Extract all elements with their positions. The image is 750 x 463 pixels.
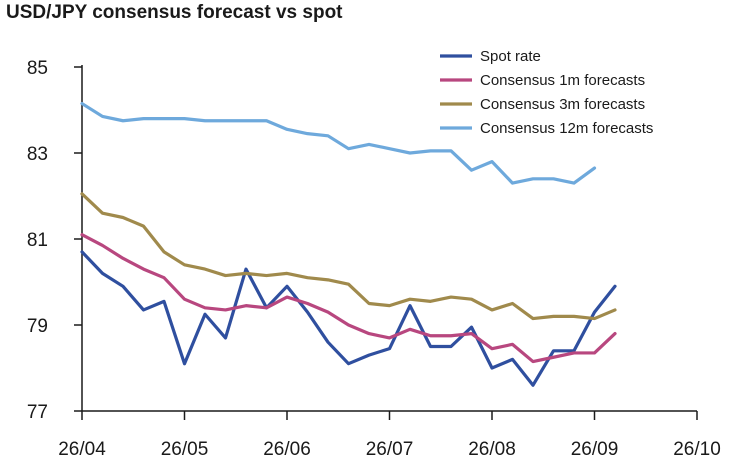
x-tick-label: 26/05 (161, 439, 209, 460)
chart-title: USD/JPY consensus forecast vs spot (6, 2, 343, 23)
y-tick-label: 79 (27, 316, 48, 337)
axis-layer: 77 79 81 83 85 26/04 26/05 26/06 26/07 26/08 26/09… (27, 58, 721, 460)
x-tick-label: 26/09 (571, 439, 619, 460)
legend-label: Consensus 1m forecasts (480, 72, 645, 89)
legend-label: Spot rate (480, 48, 541, 65)
series-line-2 (80, 233, 617, 364)
x-tick-label: 26/07 (366, 439, 414, 460)
series-layer (80, 101, 617, 387)
series-line-1 (80, 250, 617, 387)
series-line-3 (80, 192, 617, 321)
x-tick-label: 26/08 (468, 439, 516, 460)
legend-label: Consensus 3m forecasts (480, 96, 645, 113)
x-tick-label: 26/04 (58, 439, 106, 460)
legend-label: Consensus 12m forecasts (480, 120, 653, 137)
series-line-4 (80, 101, 597, 185)
y-tick-label: 83 (27, 144, 48, 165)
x-tick-label: 26/06 (263, 439, 311, 460)
y-tick-label: 81 (27, 230, 48, 251)
legend: Spot rate Consensus 1m forecasts Consensus… (440, 48, 653, 137)
y-tick-label: 77 (27, 402, 48, 423)
x-tick-label: 26/10 (673, 439, 721, 460)
y-tick-label: 85 (27, 58, 48, 79)
